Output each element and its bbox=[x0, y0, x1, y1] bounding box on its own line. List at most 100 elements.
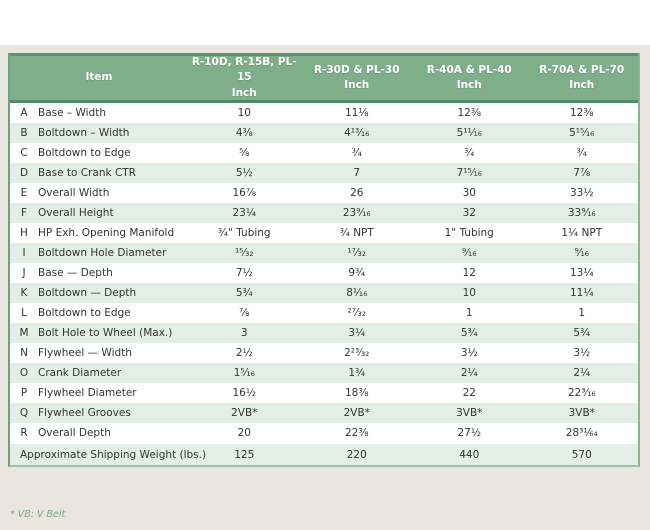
row-value: 22 bbox=[462, 387, 476, 399]
row-value: 10 bbox=[237, 107, 251, 119]
row-value: 1¼ NPT bbox=[561, 227, 603, 239]
shipping-weight-value: 125 bbox=[234, 448, 255, 461]
row-value: 7⅞ bbox=[573, 167, 591, 179]
row-value: 20 bbox=[237, 427, 251, 439]
row-value: 2¼ bbox=[573, 367, 591, 379]
row-value: ¾ NPT bbox=[339, 227, 374, 239]
row-value: ¾" Tubing bbox=[217, 227, 271, 239]
row-value: 4¹³⁄₁₆ bbox=[344, 127, 370, 139]
spec-table: Item R-10D, R-15B, PL-15 Inch R-30D & PL… bbox=[8, 53, 640, 467]
row-value: 7 bbox=[353, 167, 361, 179]
row-key: I bbox=[22, 247, 26, 259]
vbelt-footnote: * VB: V Belt bbox=[10, 509, 66, 520]
table-row: I Boltdown Hole Diameter ¹⁵⁄₃₂ ¹⁷⁄₃₂ ⁹⁄₁₆ ⁹⁄₁… bbox=[10, 243, 638, 263]
row-item-label: Overall Width bbox=[38, 187, 110, 199]
column-header-item: Item bbox=[10, 56, 188, 100]
row-item-label: Bolt Hole to Wheel (Max.) bbox=[38, 327, 173, 339]
row-value: 30 bbox=[462, 187, 476, 199]
row-value: 28³¹⁄₆₄ bbox=[565, 427, 598, 439]
unit-label: Inch bbox=[569, 79, 595, 91]
table-row: O Crank Diameter 1⁵⁄₁₆ 1¾ 2¼ 2¼ bbox=[10, 363, 638, 383]
row-value: 23¼ bbox=[232, 207, 257, 219]
row-value: 3¼ bbox=[348, 327, 366, 339]
table-row: D Base to Crank CTR 5½ 7 7¹⁵⁄₁₆ 7⅞ bbox=[10, 163, 638, 183]
table-row: A Base – Width 10 11⅛ 12⅜ 12⅜ bbox=[10, 103, 638, 123]
unit-label: Inch bbox=[456, 79, 482, 91]
row-value: 32 bbox=[462, 207, 476, 219]
table-body: A Base – Width 10 11⅛ 12⅜ 12⅜ B Boltdown – Widt… bbox=[10, 103, 638, 443]
row-key: J bbox=[22, 267, 26, 279]
table-row: K Boltdown — Depth 5¾ 8¹⁄₁₆ 10 11¼ bbox=[10, 283, 638, 303]
row-key: N bbox=[20, 347, 28, 359]
row-value: 13¼ bbox=[569, 267, 594, 279]
item-header-label: Item bbox=[85, 71, 113, 84]
row-key: D bbox=[19, 167, 29, 179]
row-item-label: Base – Width bbox=[38, 107, 106, 119]
row-value: 18⅜ bbox=[344, 387, 369, 399]
table-row: H HP Exh. Opening Manifold ¾" Tubing ¾ NPT 1… bbox=[10, 223, 638, 243]
row-value: 11¼ bbox=[569, 287, 594, 299]
row-value: 1¾ bbox=[348, 367, 366, 379]
row-value: 27½ bbox=[457, 427, 482, 439]
row-value: 1" Tubing bbox=[444, 227, 494, 239]
row-value: ⅝ bbox=[239, 147, 250, 159]
row-value: 33½ bbox=[569, 187, 594, 199]
row-item-label: Overall Height bbox=[38, 207, 114, 219]
row-value: ¾ bbox=[351, 147, 362, 159]
table-row: J Base — Depth 7½ 9¾ 12 13¼ bbox=[10, 263, 638, 283]
unit-label: Inch bbox=[344, 79, 370, 91]
row-value: 1⁵⁄₁₆ bbox=[233, 367, 255, 379]
row-key: K bbox=[20, 287, 28, 299]
row-item-label: Boltdown – Width bbox=[38, 127, 130, 139]
row-key: L bbox=[21, 307, 27, 319]
row-value: 2VB* bbox=[231, 407, 258, 419]
row-value: 2¼ bbox=[460, 367, 478, 379]
row-value: 16⅞ bbox=[232, 187, 257, 199]
row-key: A bbox=[20, 107, 28, 119]
table-row: F Overall Height 23¼ 23⁹⁄₁₆ 32 33⁹⁄₁₆ bbox=[10, 203, 638, 223]
row-item-label: Boltdown to Edge bbox=[38, 147, 131, 159]
shipping-weight-value: 570 bbox=[571, 448, 592, 461]
row-value: ⅞ bbox=[239, 307, 250, 319]
row-key: C bbox=[20, 147, 28, 159]
table-row: M Bolt Hole to Wheel (Max.) 3 3¼ 5¾ 5¾ bbox=[10, 323, 638, 343]
row-key: F bbox=[20, 207, 28, 219]
column-header-model-2: R-30D & PL-30 Inch bbox=[301, 56, 414, 100]
row-value: 2½ bbox=[235, 347, 253, 359]
column-header-model-3: R-40A & PL-40 Inch bbox=[413, 56, 526, 100]
row-value: 11⅛ bbox=[344, 107, 369, 119]
column-header-model-1: R-10D, R-15B, PL-15 Inch bbox=[188, 56, 301, 100]
row-item-label: Base to Crank CTR bbox=[38, 167, 136, 179]
row-key: P bbox=[20, 387, 28, 399]
row-key: M bbox=[19, 327, 29, 339]
row-value: 12 bbox=[462, 267, 476, 279]
row-value: 33⁹⁄₁₆ bbox=[567, 207, 596, 219]
row-value: 3½ bbox=[573, 347, 591, 359]
model-name: R-30D & PL-30 bbox=[313, 63, 400, 76]
row-value: ¾ bbox=[464, 147, 475, 159]
model-name: R-70A & PL-70 bbox=[539, 63, 625, 76]
row-key: E bbox=[20, 187, 28, 199]
row-value: 3 bbox=[240, 327, 248, 339]
row-value: 5½ bbox=[235, 167, 253, 179]
row-value: 7¹⁵⁄₁₆ bbox=[456, 167, 482, 179]
row-item-label: Boltdown — Depth bbox=[38, 287, 137, 299]
shipping-weight-label: Approximate Shipping Weight (lbs.) bbox=[20, 448, 207, 461]
row-value: 4⅜ bbox=[235, 127, 253, 139]
row-value: 2VB* bbox=[343, 407, 370, 419]
row-item-label: Crank Diameter bbox=[38, 367, 122, 379]
column-header-model-4: R-70A & PL-70 Inch bbox=[526, 56, 639, 100]
row-value: ⁹⁄₁₆ bbox=[462, 247, 477, 259]
table-row: B Boltdown – Width 4⅜ 4¹³⁄₁₆ 5¹¹⁄₁₆ 5¹⁵⁄₁₆ bbox=[10, 123, 638, 143]
table-row: N Flywheel — Width 2½ 2²³⁄₃₂ 3½ 3½ bbox=[10, 343, 638, 363]
row-value: ¾ bbox=[576, 147, 587, 159]
row-value: 9¾ bbox=[348, 267, 366, 279]
row-value: 26 bbox=[350, 187, 364, 199]
row-item-label: Flywheel Grooves bbox=[38, 407, 131, 419]
row-key: H bbox=[20, 227, 28, 239]
row-item-label: Flywheel Diameter bbox=[38, 387, 137, 399]
row-value: 5¾ bbox=[235, 287, 253, 299]
table-row: L Boltdown to Edge ⅞ ²⁷⁄₃₂ 1 1 bbox=[10, 303, 638, 323]
spec-panel: Item R-10D, R-15B, PL-15 Inch R-30D & PL… bbox=[0, 45, 650, 530]
unit-label: Inch bbox=[231, 86, 257, 99]
